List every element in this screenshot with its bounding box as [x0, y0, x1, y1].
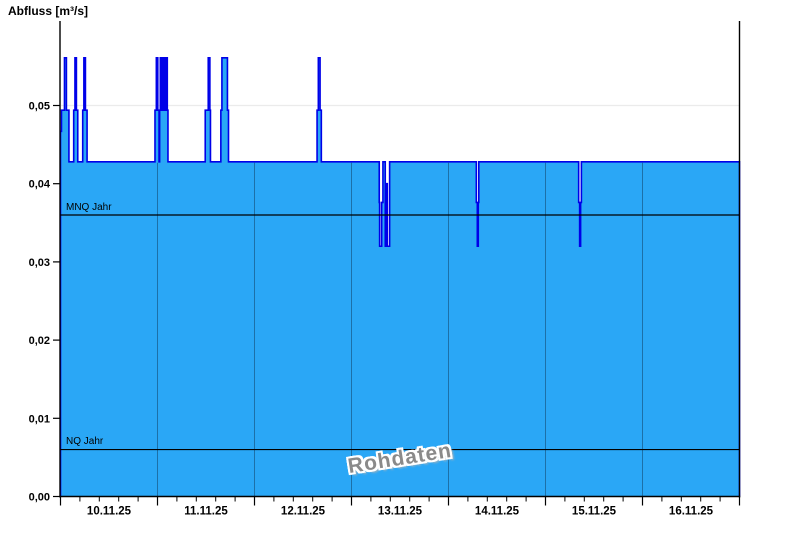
y-tick-label: 0,04: [29, 179, 51, 191]
y-tick-label: 0,03: [29, 257, 50, 269]
flow-area-fill: [60, 57, 740, 497]
x-tick-label: 12.11.25: [281, 506, 326, 518]
x-tick-label: 14.11.25: [475, 506, 520, 518]
x-tick-label: 13.11.25: [378, 506, 423, 518]
chart-title: Abfluss [m³/s]: [8, 4, 89, 18]
x-tick-label: 16.11.25: [669, 506, 714, 518]
y-tick-label: 0,05: [29, 101, 50, 113]
y-tick-label: 0,01: [29, 413, 50, 425]
x-tick-label: 11.11.25: [184, 506, 228, 518]
flow-series-outline: [59, 56, 741, 497]
x-tick-label: 10.11.25: [87, 506, 132, 518]
y-tick-label: 0,02: [29, 335, 50, 347]
nq-jahr-label: NQ Jahr: [66, 436, 104, 447]
y-tick-label: 0,00: [29, 492, 50, 504]
mnq-jahr-label: MNQ Jahr: [66, 202, 112, 213]
x-tick-label: 15.11.25: [572, 506, 617, 518]
